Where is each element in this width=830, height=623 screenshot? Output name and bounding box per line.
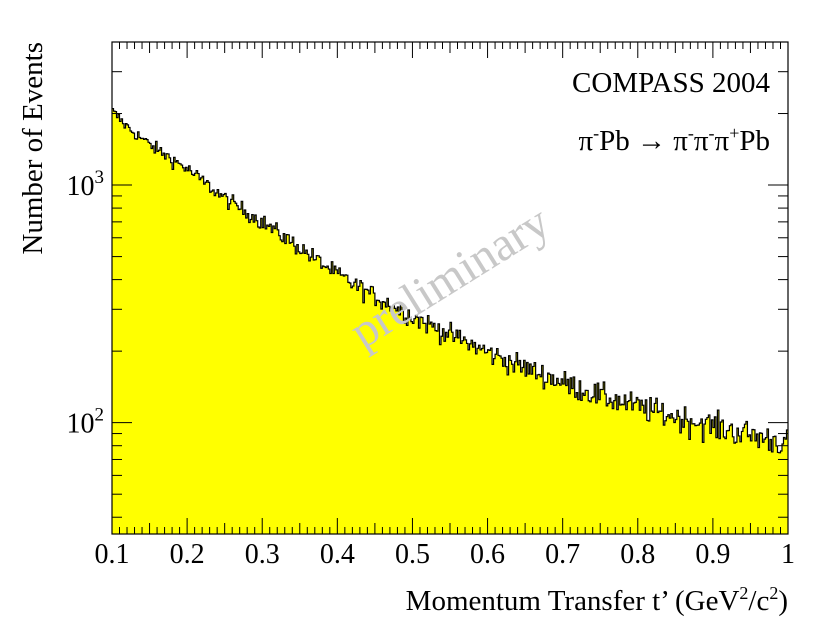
- x-tick-label: 0.1: [95, 539, 130, 570]
- histogram-fill: [112, 108, 788, 534]
- x-tick-label: 1: [781, 539, 795, 570]
- x-axis-ticks: [111, 42, 789, 534]
- y-axis-ticks: [112, 41, 788, 518]
- x-tick-label: 0.5: [395, 539, 430, 570]
- x-tick-label: 0.3: [245, 539, 280, 570]
- histogram-layer: [112, 108, 788, 534]
- x-tick-label: 0.6: [470, 539, 505, 570]
- y-tick-label: 102: [67, 405, 105, 440]
- x-axis-title: Momentum Transfer t’ (GeV2/c2): [406, 583, 788, 617]
- x-tick-label: 0.2: [170, 539, 205, 570]
- x-tick-label: 0.7: [545, 539, 580, 570]
- x-tick-label: 0.4: [320, 539, 355, 570]
- experiment-label: COMPASS 2004: [572, 67, 770, 99]
- x-tick-labels: 0.1 0.2 0.3 0.4 0.5 0.6 0.7 0.8 0.9 1: [95, 539, 796, 570]
- y-tick-labels: 102 103: [67, 167, 105, 440]
- y-tick-label: 103: [67, 167, 105, 202]
- y-axis-title: Number of Events: [17, 42, 49, 255]
- histogram-outline: [112, 108, 788, 454]
- x-tick-label: 0.9: [695, 539, 730, 570]
- reaction-label: π-Pb → π-π-π+Pb: [578, 123, 770, 157]
- x-tick-label: 0.8: [620, 539, 655, 570]
